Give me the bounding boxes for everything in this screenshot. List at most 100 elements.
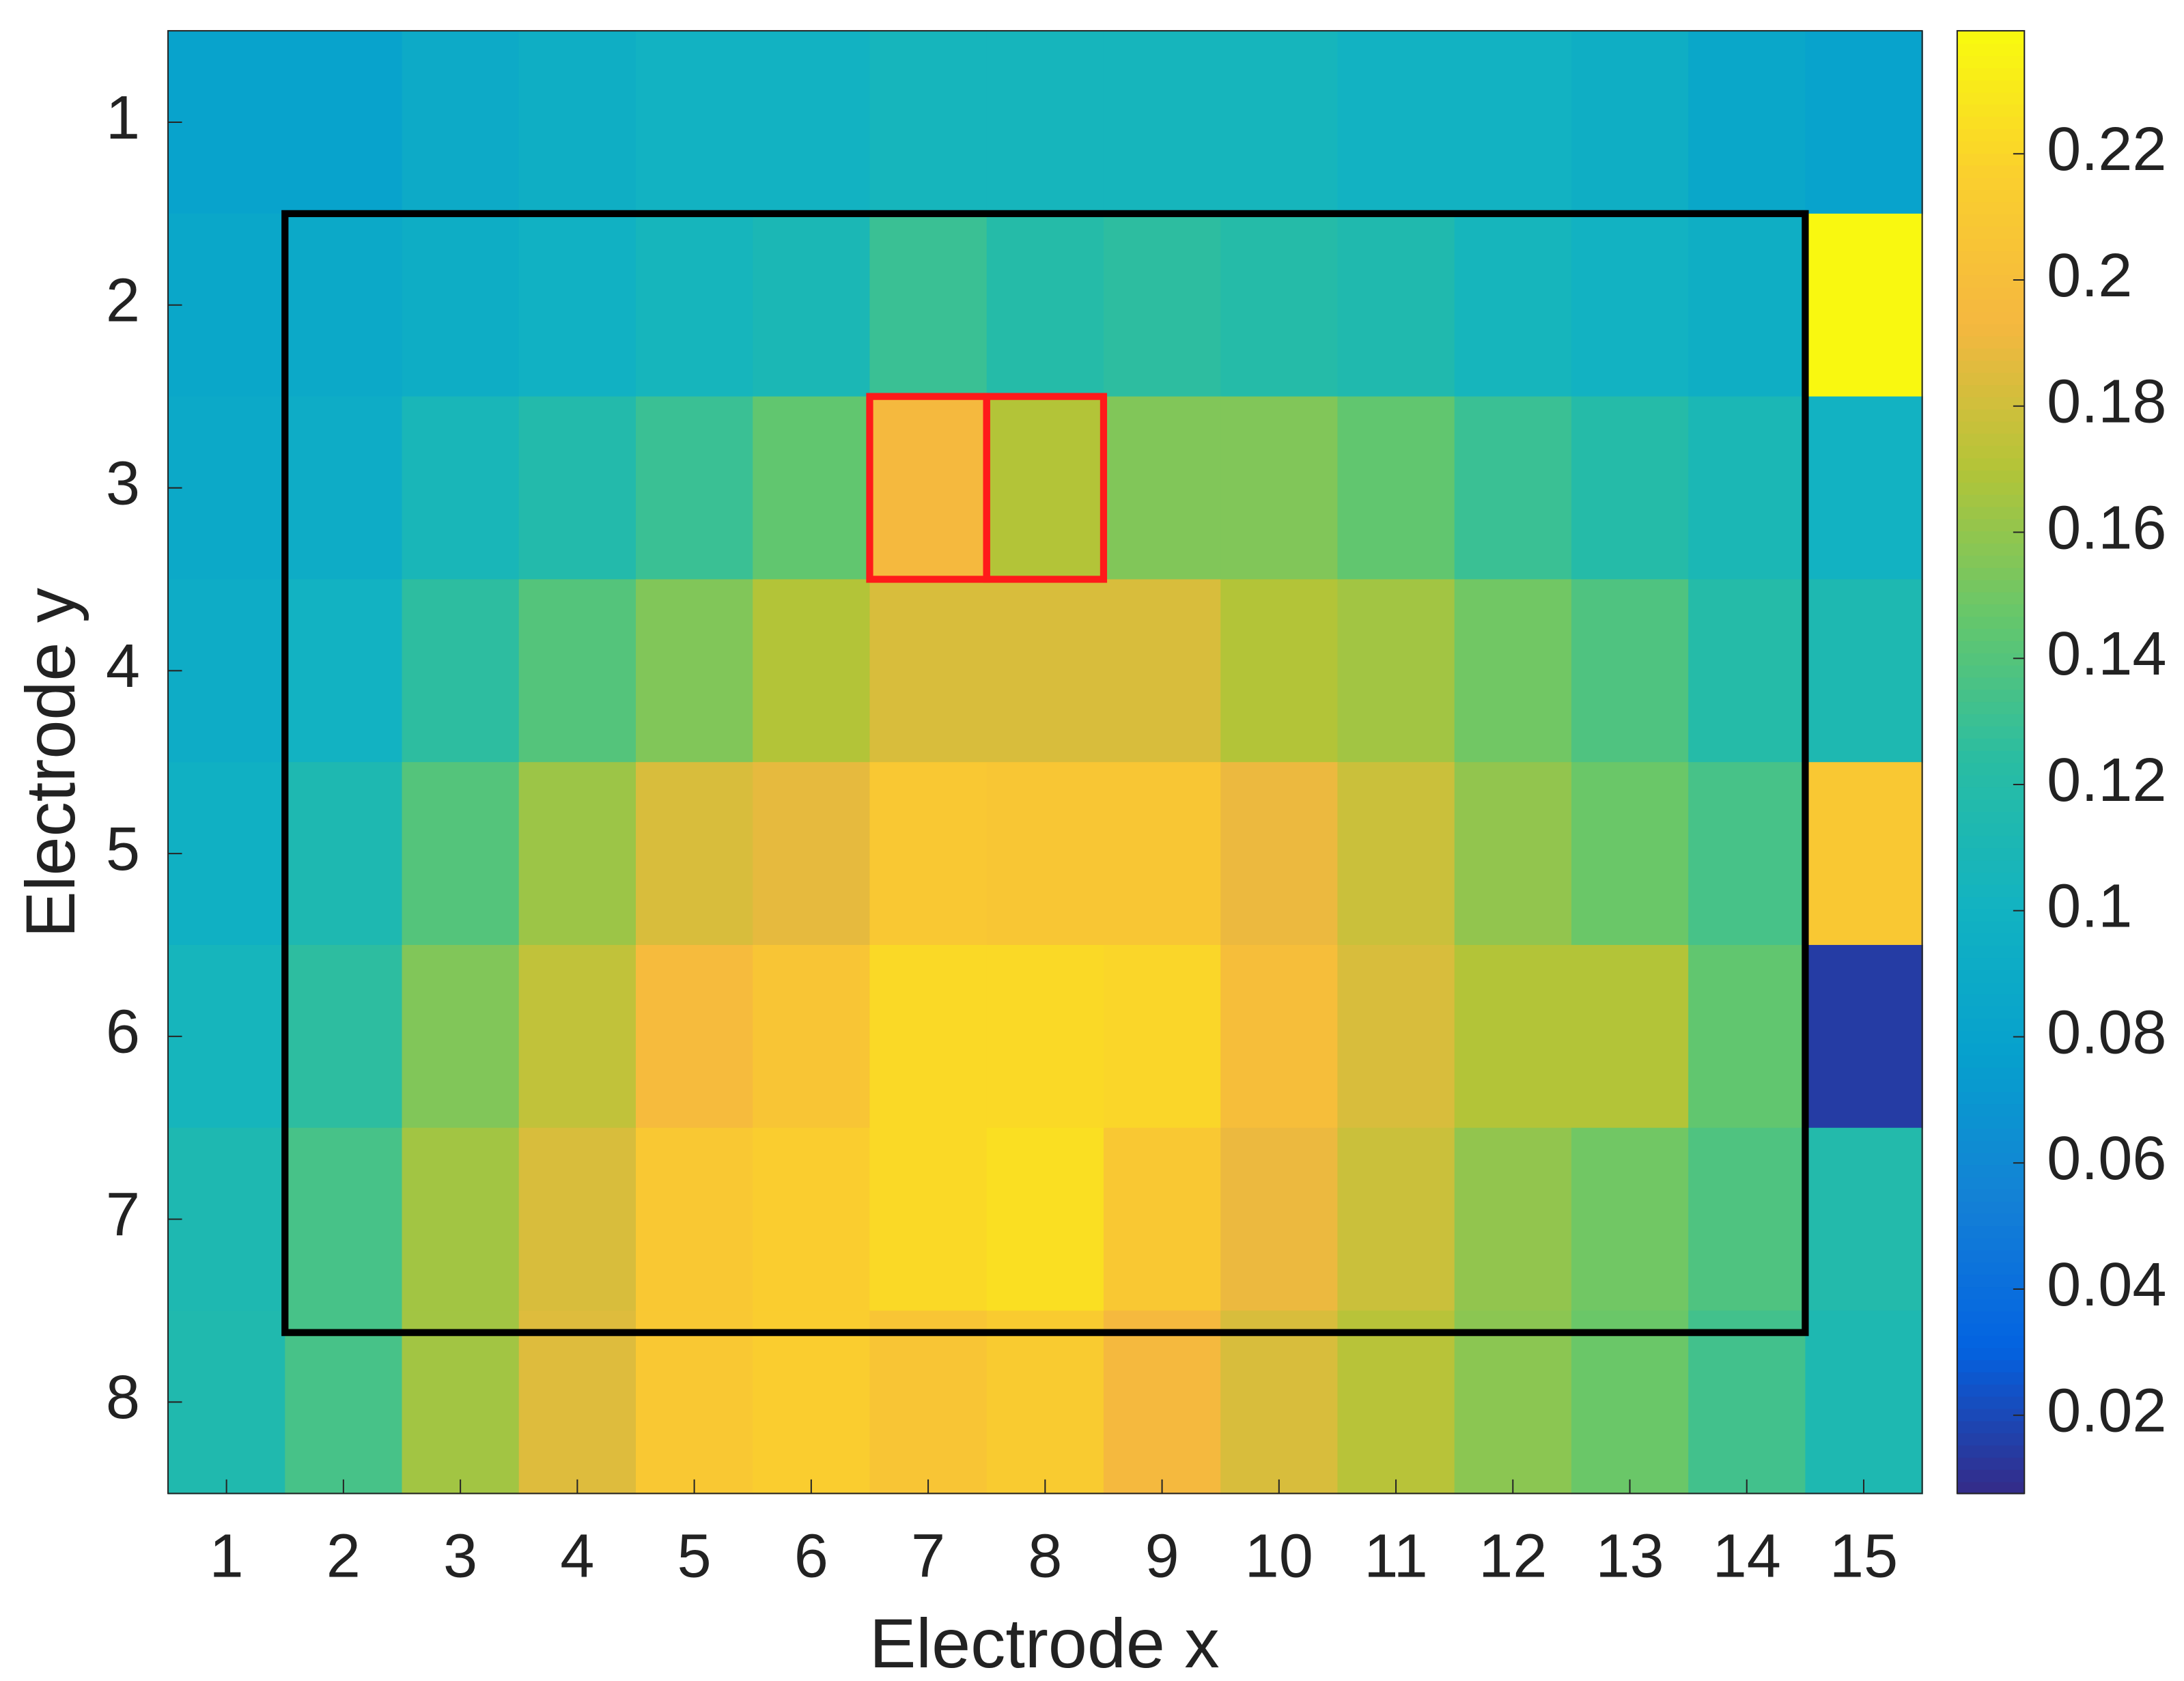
colorbar-segment: [1957, 920, 2025, 934]
colorbar-segment: [1957, 677, 2025, 690]
heatmap-cell: [1688, 944, 1806, 1129]
colorbar-segment: [1957, 1066, 2025, 1080]
colorbar-segment: [1957, 335, 2025, 349]
heatmap-cell: [986, 579, 1105, 763]
highlight-box: [281, 210, 1809, 1336]
heatmap-cell: [635, 31, 754, 215]
heatmap-cell: [1220, 1310, 1339, 1495]
heatmap-cell: [635, 944, 754, 1129]
y-tick-label: 4: [106, 632, 140, 701]
colorbar-segment: [1957, 286, 2025, 300]
colorbar-segment: [1957, 908, 2025, 922]
colorbar-segment: [1957, 238, 2025, 251]
heatmap-cell: [869, 1310, 988, 1495]
colorbar-segment: [1957, 1091, 2025, 1105]
heatmap-cell: [1337, 579, 1455, 763]
heatmap-cell: [168, 579, 286, 763]
heatmap-cell: [1220, 579, 1339, 763]
colorbar-segment: [1957, 165, 2025, 178]
colorbar-segment: [1957, 262, 2025, 276]
heatmap-cell: [986, 213, 1105, 397]
x-tick-label: 14: [1713, 1522, 1781, 1591]
heatmap-cell: [402, 1310, 520, 1495]
heatmap-cell: [635, 1127, 754, 1312]
colorbar-tick-label: 0.14: [2047, 619, 2167, 688]
heatmap-cell: [1805, 213, 1923, 397]
colorbar-segment: [1957, 713, 2025, 726]
colorbar-segment: [1957, 1420, 2025, 1434]
colorbar-segment: [1957, 1213, 2025, 1226]
heatmap-cell: [869, 944, 988, 1129]
heatmap-cell: [1571, 762, 1690, 946]
heatmap-cell: [869, 579, 988, 763]
heatmap-cell: [986, 762, 1105, 946]
heatmap-cell: [753, 31, 871, 215]
colorbar-segment: [1957, 1396, 2025, 1409]
colorbar-segment: [1957, 31, 2025, 44]
colorbar-segment: [1957, 1018, 2025, 1032]
heatmap-cell: [1805, 944, 1923, 1129]
colorbar-segment: [1957, 1164, 2025, 1178]
colorbar-segment: [1957, 1127, 2025, 1141]
colorbar-segment: [1957, 1079, 2025, 1092]
colorbar-segment: [1957, 1152, 2025, 1166]
colorbar-segment: [1957, 823, 2025, 836]
colorbar-segment: [1957, 152, 2025, 166]
y-tick-label: 7: [106, 1180, 140, 1249]
x-tick-label: 11: [1364, 1522, 1428, 1591]
heatmap-cell: [402, 1127, 520, 1312]
colorbar-segment: [1957, 860, 2025, 873]
heatmap-cell: [753, 579, 871, 763]
colorbar-segment: [1957, 274, 2025, 288]
colorbar-segment: [1957, 737, 2025, 751]
colorbar-segment: [1957, 1408, 2025, 1422]
x-tick-label: 3: [443, 1522, 477, 1591]
colorbar-tick-label: 0.08: [2047, 998, 2167, 1066]
colorbar-tick-label: 0.06: [2047, 1124, 2167, 1193]
heatmap-cell: [869, 31, 988, 215]
heatmap-cell: [1220, 944, 1339, 1129]
colorbar-segment: [1957, 1006, 2025, 1019]
y-tick-label: 5: [106, 815, 140, 884]
colorbar-segment: [1957, 701, 2025, 715]
heatmap-cell: [635, 396, 754, 580]
colorbar-segment: [1957, 604, 2025, 617]
heatmap-cell: [402, 213, 520, 397]
heatmap-cell: [402, 31, 520, 215]
colorbar-segment: [1957, 531, 2025, 544]
heatmap-cell: [1688, 1310, 1806, 1495]
colorbar-segment: [1957, 944, 2025, 959]
heatmap-cell: [1454, 1310, 1573, 1495]
colorbar-segment: [1957, 189, 2025, 203]
colorbar-segment: [1957, 579, 2025, 593]
heatmap-cell: [1220, 1127, 1339, 1312]
heatmap-cell: [518, 213, 637, 397]
heatmap-cell: [1337, 396, 1455, 580]
heatmap-cell: [1805, 1310, 1923, 1495]
colorbar-segment: [1957, 762, 2025, 776]
heatmap-cell: [1571, 1127, 1690, 1312]
x-tick-label: 5: [677, 1522, 712, 1591]
colorbar-segment: [1957, 481, 2025, 495]
colorbar-segment: [1957, 1481, 2025, 1495]
colorbar-segment: [1957, 896, 2025, 909]
colorbar-segment: [1957, 1042, 2025, 1056]
heatmap-cell: [285, 1127, 403, 1312]
heatmap-cell: [1454, 944, 1573, 1129]
colorbar-segment: [1957, 725, 2025, 739]
heatmap-cell: [1454, 762, 1573, 946]
heatmap-cell: [285, 762, 403, 946]
heatmap-cell: [168, 213, 286, 397]
colorbar-segment: [1957, 554, 2025, 568]
colorbar-segment: [1957, 884, 2025, 897]
y-tick-label: 3: [106, 449, 140, 518]
colorbar-frame: [1956, 30, 2026, 1495]
heatmap-cell: [1337, 762, 1455, 946]
colorbar-segment: [1957, 140, 2025, 154]
heatmap-cell: [1688, 31, 1806, 215]
colorbar-segment: [1957, 798, 2025, 812]
x-tick-label: 15: [1830, 1522, 1898, 1591]
colorbar-segment: [1957, 993, 2025, 1007]
heatmap-cell: [518, 1310, 637, 1495]
